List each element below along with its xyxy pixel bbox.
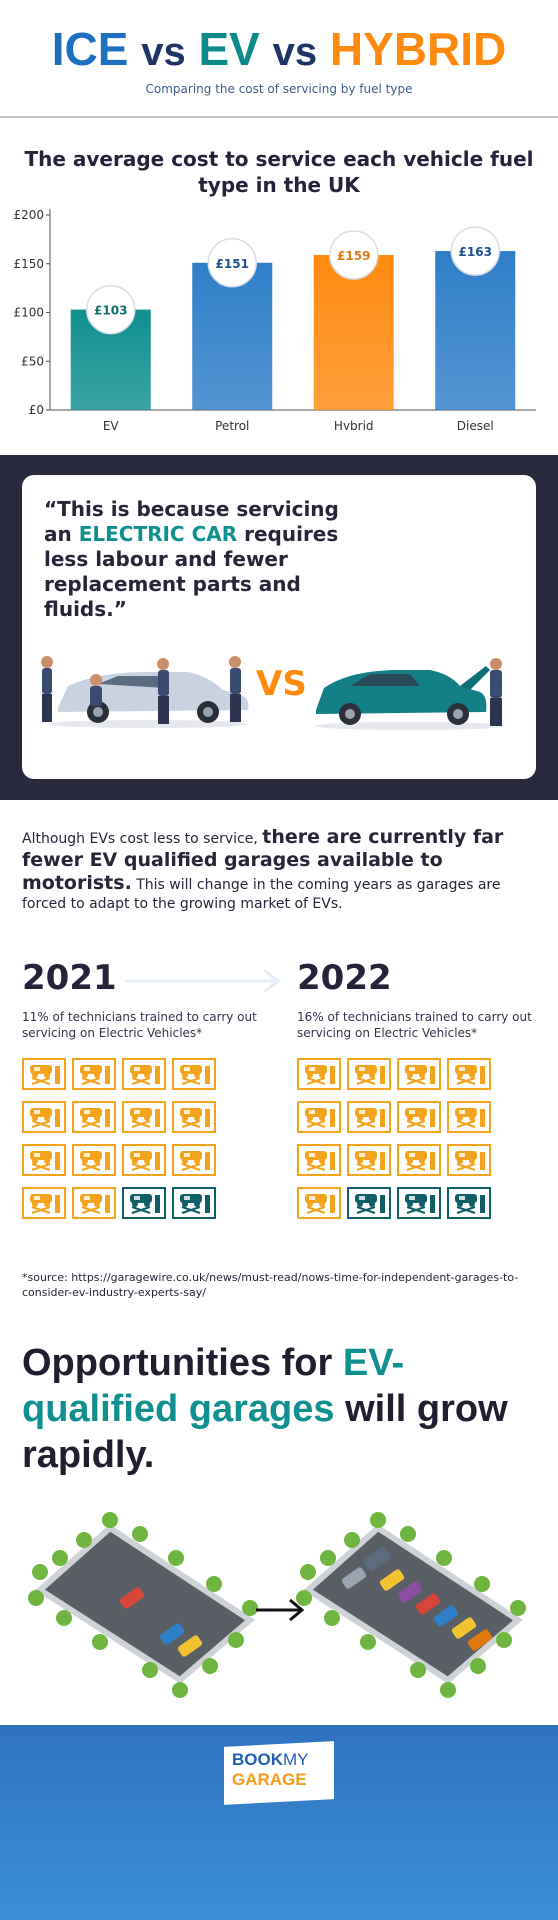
technician-icon [397,1101,441,1133]
source-note: *source: https://garagewire.co.uk/news/m… [22,1271,519,1299]
x-tick-label: Hybrid [334,419,374,430]
ev-technician-icon [447,1187,491,1219]
chart-title: The average cost to service each vehicle… [24,147,534,197]
ev-technician-icon [347,1187,391,1219]
arrow-right-icon [256,1598,305,1622]
data-label: £151 [216,257,249,271]
y-tick-label: £200 [13,208,44,222]
opportunity-part2: will grow rapidly. [22,1388,508,1476]
title-ice: ICE [51,23,129,75]
technician-icon [447,1101,491,1133]
car-park-after-illustration [296,1512,526,1698]
garage-availability-paragraph: Although EVs cost less to service, there… [22,826,536,914]
bar-hybrid [313,254,394,410]
x-tick-label: Petrol [215,419,249,430]
quote-open: “This is because servicing an [44,497,339,546]
technician-icon [122,1058,166,1090]
technician-icon [347,1058,391,1090]
quote-close: requires less labour and fewer replaceme… [44,522,339,621]
ev-technician-icon [397,1187,441,1219]
data-label: £163 [459,245,492,259]
technician-icon [122,1101,166,1133]
opportunity-highlight: EV-qualified garages [22,1342,405,1430]
x-tick-label: Diesel [457,419,494,430]
ev-technician-icon [122,1187,166,1219]
bar-chart: £0 £50 £100 £150 £200 £103 EV £151 Petrol £159 Hyb… [13,208,536,430]
paragraph-intro: Although EVs cost less to service, [22,831,263,847]
title-hybrid: HYBRID [329,23,507,75]
technician-icon [72,1101,116,1133]
opportunity-part1: Opportunities for [22,1342,343,1384]
technician-icon [72,1058,116,1090]
technician-icon [297,1101,341,1133]
technician-icon [447,1144,491,1176]
header: ICE vs EV vs HYBRID Comparing the cost o… [0,0,558,118]
title-vs-1: vs [141,30,186,74]
car-parks-illustration [28,1512,526,1698]
technician-icon [72,1187,116,1219]
bar-diesel [435,251,516,410]
paragraph-emphasis: there are currently far fewer EV qualifi… [22,826,504,894]
opportunity-headline: Opportunities for EV-qualified garages w… [22,1340,536,1478]
technician-icon [22,1101,66,1133]
title-vs-2: vs [272,30,318,74]
logo-text: BOOKMY GARAGE [232,1750,332,1790]
data-label-badge [207,238,257,288]
arrow-right-icon [126,968,281,994]
technician-icon [72,1144,116,1176]
technician-icon [22,1144,66,1176]
technician-grid-2022 [297,1058,497,1219]
technician-icon [172,1058,216,1090]
technician-grid-2021 [22,1058,222,1219]
technician-icon [347,1144,391,1176]
ev-car-mechanic-illustration [315,658,505,730]
logo-book: BOOK [232,1750,283,1769]
data-label-badge [329,230,379,280]
technician-icon [172,1144,216,1176]
logo-my: MY [283,1750,309,1769]
quote-highlight: ELECTRIC CAR [78,522,238,546]
page-title: ICE vs EV vs HYBRID [0,22,558,76]
title-ev: EV [198,23,260,75]
technician-icon [122,1144,166,1176]
y-tick-label: £100 [13,306,44,320]
x-tick-label: EV [103,419,120,430]
stat-description-2021: 11% of technicians trained to carry out … [22,1010,257,1040]
data-label-badge [86,284,136,335]
technician-icon [297,1144,341,1176]
y-tick-label: £50 [21,354,44,368]
technician-icon [297,1187,341,1219]
technician-icon [347,1101,391,1133]
y-tick-label: £150 [13,257,44,271]
logo-garage: GARAGE [232,1770,307,1789]
technician-icon [447,1058,491,1090]
technician-icon [397,1144,441,1176]
data-label: £159 [337,249,370,263]
vs-label: VS [256,664,307,704]
year-2022: 2022 [297,958,392,998]
paragraph-outro: This will change in the coming years as … [22,877,501,912]
quote-text: “This is because servicing an ELECTRIC C… [44,497,344,622]
technician-icon [297,1058,341,1090]
data-label-badge [450,226,500,276]
car-park-before-illustration [28,1512,258,1698]
stat-description-2022: 16% of technicians trained to carry out … [297,1010,532,1040]
ice-car-mechanics-illustration [41,656,249,728]
page-subtitle: Comparing the cost of servicing by fuel … [145,82,413,96]
year-2021: 2021 [22,958,117,998]
technician-icon [172,1101,216,1133]
technician-icon [397,1058,441,1090]
ev-technician-icon [172,1187,216,1219]
technician-icon [22,1058,66,1090]
y-tick-label: £0 [29,403,44,417]
data-label: £103 [94,304,127,318]
technician-icon [22,1187,66,1219]
